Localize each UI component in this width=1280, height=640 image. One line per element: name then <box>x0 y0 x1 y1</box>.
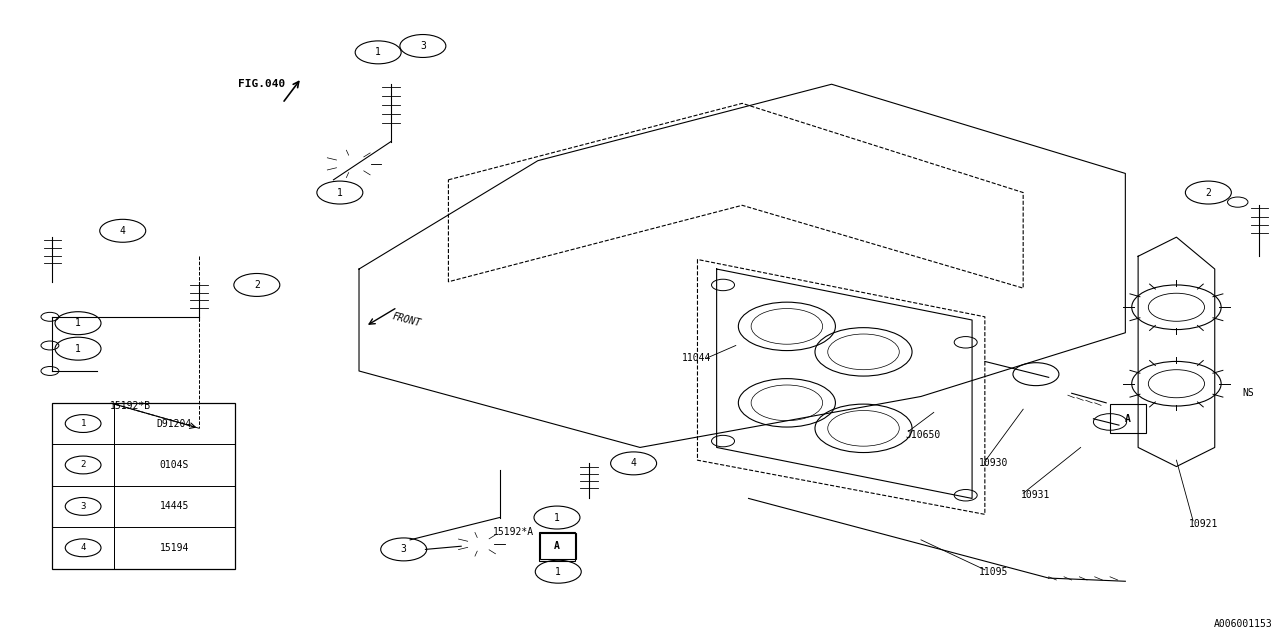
Text: 2: 2 <box>81 460 86 470</box>
Text: FIG.040: FIG.040 <box>238 79 285 89</box>
Text: 1: 1 <box>81 419 86 428</box>
Text: D91204: D91204 <box>157 419 192 429</box>
Text: 1: 1 <box>76 344 81 354</box>
Text: 2: 2 <box>253 280 260 290</box>
Text: 1: 1 <box>337 188 343 198</box>
Text: 14445: 14445 <box>160 501 189 511</box>
Text: 1: 1 <box>76 318 81 328</box>
Text: 4: 4 <box>631 458 636 468</box>
Text: 10921: 10921 <box>1189 519 1219 529</box>
Text: A: A <box>554 541 559 551</box>
Text: A: A <box>1125 414 1130 424</box>
Text: 1: 1 <box>554 513 559 522</box>
Bar <box>1110 404 1146 433</box>
Text: 1: 1 <box>556 566 561 577</box>
Text: 10931: 10931 <box>1020 490 1050 500</box>
Text: 15192*A: 15192*A <box>493 527 534 536</box>
Text: 4: 4 <box>81 543 86 552</box>
Text: 15194: 15194 <box>160 543 189 553</box>
Text: 1: 1 <box>375 47 381 58</box>
Text: NS: NS <box>1243 388 1254 398</box>
Text: 11095: 11095 <box>978 566 1007 577</box>
Bar <box>52 403 236 568</box>
Text: 11044: 11044 <box>682 353 712 364</box>
Text: 15192*B: 15192*B <box>110 401 151 411</box>
Text: 4: 4 <box>120 226 125 236</box>
Text: 10930: 10930 <box>978 458 1007 468</box>
Bar <box>539 532 575 561</box>
Bar <box>540 534 576 559</box>
Text: 3: 3 <box>401 545 407 554</box>
Text: 0104S: 0104S <box>160 460 189 470</box>
Text: FRONT: FRONT <box>390 312 422 328</box>
Text: J10650: J10650 <box>906 429 941 440</box>
Text: 3: 3 <box>81 502 86 511</box>
Text: A006001153: A006001153 <box>1213 619 1272 629</box>
Text: 3: 3 <box>420 41 426 51</box>
Text: 2: 2 <box>1206 188 1211 198</box>
